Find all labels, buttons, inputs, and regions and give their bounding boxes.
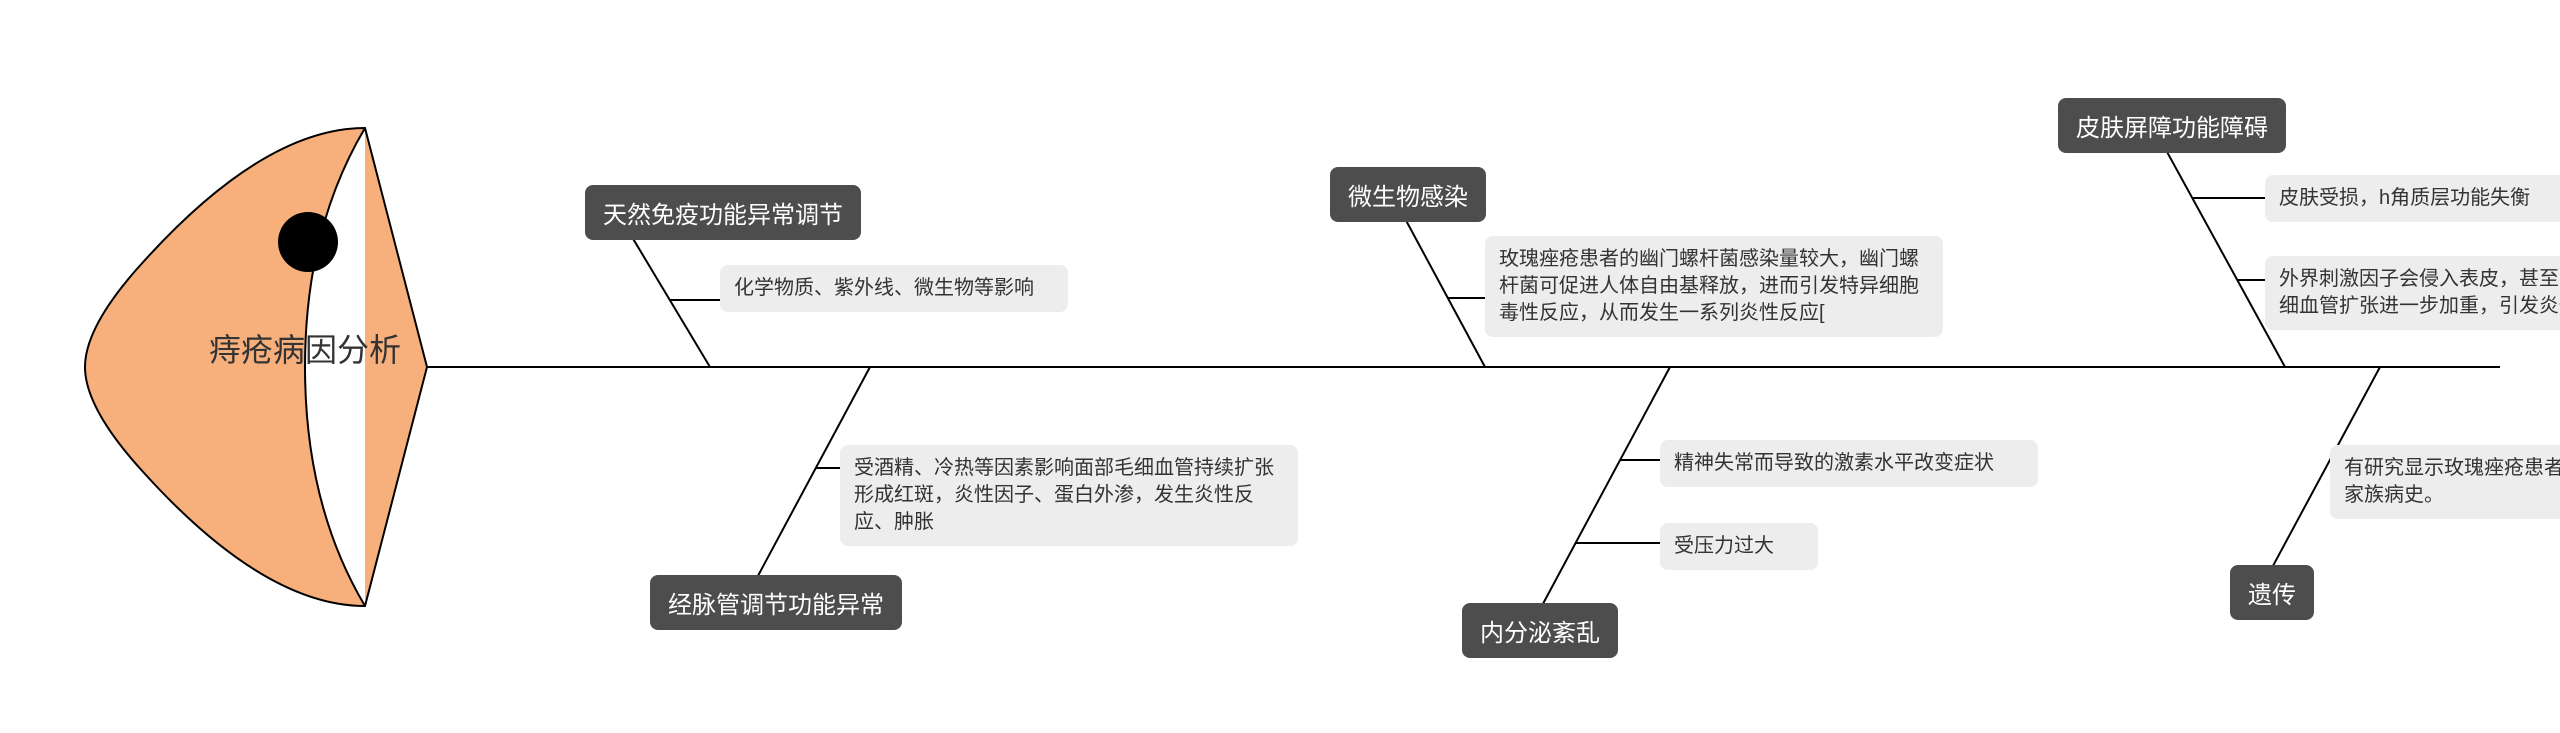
category-vascular: 经脉管调节功能异常 [650, 575, 902, 630]
detail-genetic-0: 有研究显示玫瑰痤疮患者中约有40%左右存在家族病史。 [2330, 445, 2560, 519]
detail-vascular-0: 受酒精、冷热等因素影响面部毛细血管持续扩张形成红斑，炎性因子、蛋白外渗，发生炎性… [840, 445, 1298, 546]
detail-immune-0: 化学物质、紫外线、微生物等影响 [720, 265, 1068, 312]
detail-endocrine-1: 受压力过大 [1660, 523, 1818, 570]
category-genetic: 遗传 [2230, 565, 2314, 620]
detail-endocrine-0: 精神失常而导致的激素水平改变症状 [1660, 440, 2038, 487]
category-immune: 天然免疫功能异常调节 [585, 185, 861, 240]
category-skin: 皮肤屏障功能障碍 [2058, 98, 2286, 153]
category-endocrine: 内分泌紊乱 [1462, 603, 1618, 658]
detail-skin-0: 皮肤受损，h角质层功能失衡 [2265, 175, 2560, 222]
label-overlay: 痔疮病因分析 天然免疫功能异常调节化学物质、紫外线、微生物等影响 微生物感染玫瑰痤疮… [0, 0, 2560, 733]
detail-skin-1: 外界刺激因子会侵入表皮，甚至真皮层，导致毛细血管扩张进一步加重，引发炎性反应 [2265, 256, 2560, 330]
head-label: 痔疮病因分析 [205, 330, 405, 372]
detail-microbe-0: 玫瑰痤疮患者的幽门螺杆菌感染量较大，幽门螺杆菌可促进人体自由基释放，进而引发特异… [1485, 236, 1943, 337]
category-microbe: 微生物感染 [1330, 167, 1486, 222]
